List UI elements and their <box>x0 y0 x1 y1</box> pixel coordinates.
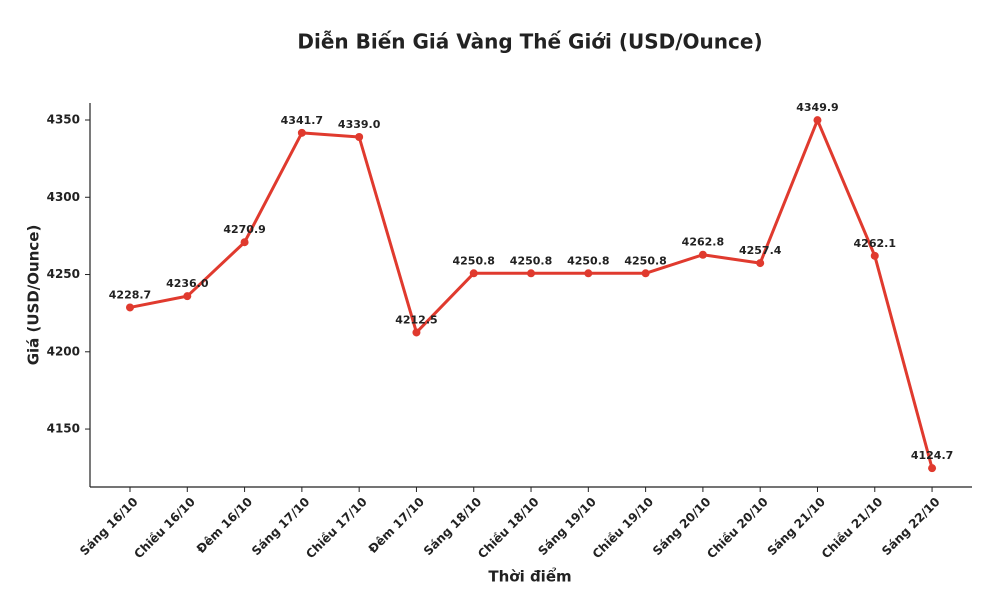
value-label: 4341.7 <box>281 114 323 127</box>
point <box>698 250 707 259</box>
value-label: 4250.8 <box>510 254 552 267</box>
point <box>527 269 536 278</box>
point <box>126 303 134 312</box>
value-label: 4236.0 <box>166 277 209 290</box>
point <box>412 328 421 337</box>
y-axis-label: Giá (USD/Ounce) <box>25 225 43 366</box>
value-label: 4212.5 <box>395 313 437 326</box>
value-label: 4262.8 <box>682 236 724 249</box>
x-tick-label: Sáng 19/10 <box>535 495 599 559</box>
value-label: 4250.8 <box>624 254 666 267</box>
value-label: 4124.7 <box>911 449 953 462</box>
value-label: 4262.1 <box>854 237 896 250</box>
x-tick-label: Sáng 18/10 <box>421 495 485 559</box>
point <box>813 116 822 125</box>
x-tick-label: Sáng 16/10 <box>77 495 141 559</box>
y-tick-label: 4150 <box>47 422 80 436</box>
value-label: 4270.9 <box>223 223 265 236</box>
x-tick-label: Sáng 20/10 <box>650 495 714 559</box>
point <box>756 259 765 268</box>
x-tick-label: Đêm 16/10 <box>194 495 255 556</box>
x-tick-label: Chiều 18/10 <box>475 495 542 562</box>
value-label: 4250.8 <box>453 254 495 267</box>
point <box>928 464 937 473</box>
point <box>240 238 249 247</box>
value-label: 4257.4 <box>739 244 782 257</box>
y-tick-label: 4350 <box>47 112 80 126</box>
value-label: 4349.9 <box>796 101 838 114</box>
x-tick-label: Chiều 16/10 <box>131 495 198 562</box>
x-tick-label: Chiều 21/10 <box>819 495 886 562</box>
point <box>183 292 192 301</box>
x-tick-label: Chiều 17/10 <box>303 495 370 562</box>
x-tick-label: Sáng 21/10 <box>765 495 829 559</box>
point <box>584 269 593 278</box>
value-label: 4228.7 <box>109 288 151 301</box>
line <box>129 118 934 469</box>
value-label: 4250.8 <box>567 254 609 267</box>
point <box>355 132 364 141</box>
x-tick-label: Chiều 19/10 <box>590 495 657 562</box>
y-tick-label: 4200 <box>47 344 80 358</box>
chart-title: Diễn Biến Giá Vàng Thế Giới (USD/Ounce) <box>297 30 762 54</box>
x-axis-label: Thời điểm <box>488 567 571 586</box>
point <box>870 251 879 260</box>
value-label: 4339.0 <box>338 118 381 131</box>
y-tick-label: 4300 <box>47 190 80 204</box>
point <box>469 269 478 278</box>
x-tick-label: Chiều 20/10 <box>704 495 771 562</box>
point <box>641 269 650 278</box>
x-tick-label: Sáng 17/10 <box>249 495 313 559</box>
y-tick-label: 4250 <box>47 267 80 281</box>
x-tick-label: Đêm 17/10 <box>366 495 427 556</box>
x-tick-label: Sáng 22/10 <box>879 495 943 559</box>
point <box>297 128 306 137</box>
